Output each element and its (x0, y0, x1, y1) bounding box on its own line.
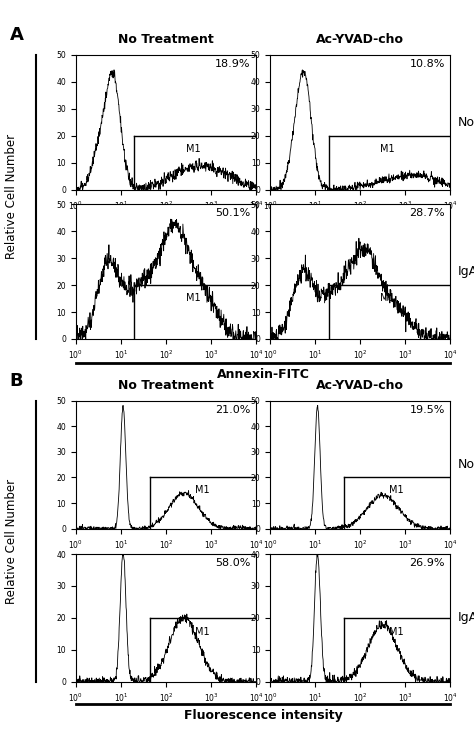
Text: Relative Cell Number: Relative Cell Number (5, 134, 18, 260)
Text: Ac-YVAD-cho: Ac-YVAD-cho (316, 33, 404, 46)
Text: Fluorescence intensity: Fluorescence intensity (184, 709, 342, 722)
Text: M1: M1 (389, 486, 403, 495)
Text: Relative Cell Number: Relative Cell Number (5, 479, 18, 604)
Text: M1: M1 (195, 486, 209, 495)
Text: No Treatment: No Treatment (118, 379, 214, 392)
Text: Ac-YVAD-cho: Ac-YVAD-cho (316, 379, 404, 392)
Text: M1: M1 (186, 144, 200, 154)
Text: Normal: Normal (457, 116, 474, 128)
Text: M1: M1 (195, 628, 209, 637)
Text: IgAd: IgAd (457, 612, 474, 624)
Text: 10.8%: 10.8% (410, 59, 445, 69)
Text: 26.9%: 26.9% (410, 558, 445, 568)
Text: Normal: Normal (457, 459, 474, 471)
Text: B: B (9, 372, 23, 390)
Text: M1: M1 (186, 293, 200, 303)
Text: 18.9%: 18.9% (215, 59, 251, 69)
Text: No Treatment: No Treatment (118, 33, 214, 46)
Text: Annexin-FITC: Annexin-FITC (217, 368, 310, 381)
Text: M1: M1 (380, 293, 394, 303)
Text: 19.5%: 19.5% (410, 405, 445, 415)
Text: M1: M1 (389, 628, 403, 637)
Text: 28.7%: 28.7% (409, 208, 445, 218)
Text: 58.0%: 58.0% (215, 558, 251, 568)
Text: IgAd: IgAd (457, 265, 474, 278)
Text: A: A (9, 26, 23, 44)
Text: 21.0%: 21.0% (215, 405, 251, 415)
Text: M1: M1 (380, 144, 394, 154)
Text: 50.1%: 50.1% (215, 208, 251, 218)
